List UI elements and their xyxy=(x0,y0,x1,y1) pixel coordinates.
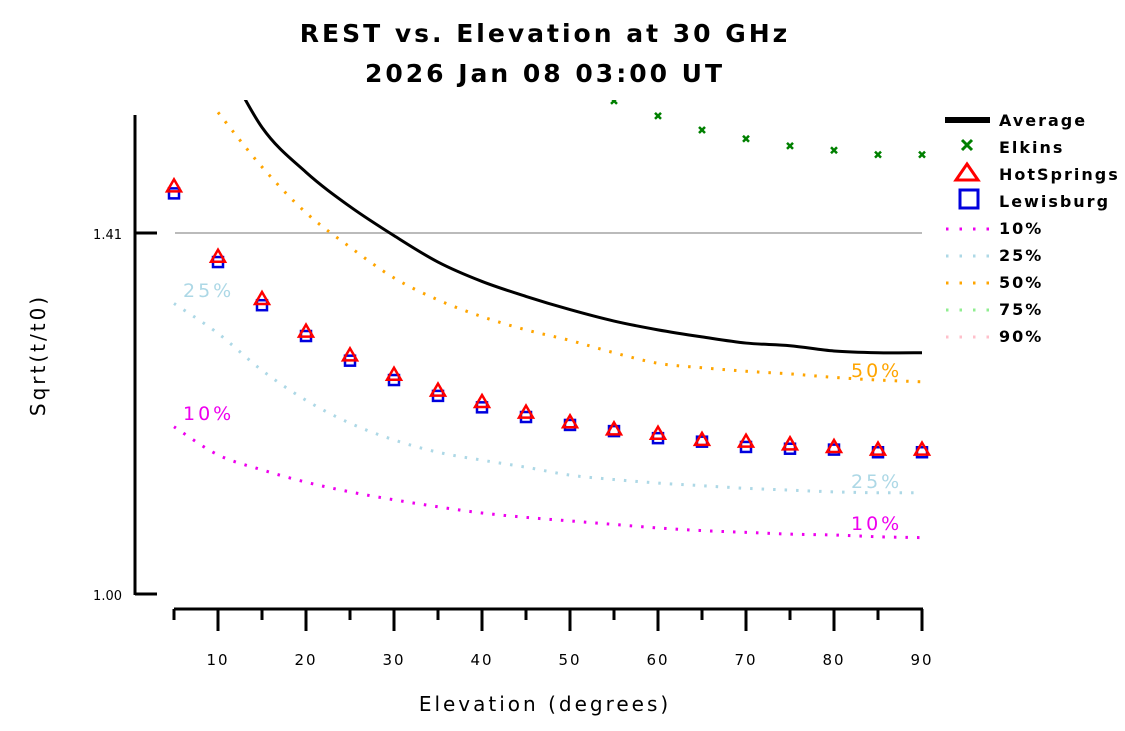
y-tick-label: 1.41 xyxy=(93,228,122,243)
data-point-elkins xyxy=(918,150,926,159)
data-point-hotsprings xyxy=(692,430,712,447)
data-point-hotsprings xyxy=(604,419,624,436)
series-line-10pct xyxy=(173,425,923,540)
data-point-hotsprings xyxy=(560,412,580,429)
x-axis-label: Elevation (degrees) xyxy=(419,692,671,716)
series-line-25pct xyxy=(173,302,923,495)
legend-label-average: Average xyxy=(999,111,1087,130)
legend-label-10pct: 10% xyxy=(999,219,1043,238)
chart-subtitle: 2026 Jan 08 03:00 UT xyxy=(365,59,725,88)
data-point-elkins xyxy=(698,126,706,134)
data-point-hotsprings xyxy=(516,403,536,419)
data-point-hotsprings xyxy=(252,289,272,306)
legend-swatch-hotsprings xyxy=(953,161,981,182)
data-point-hotsprings xyxy=(472,392,492,409)
legend-swatch-lewisburg xyxy=(958,188,980,210)
legend-swatch-elkins xyxy=(960,138,974,152)
series-line-average xyxy=(243,100,923,355)
legend-label-75pct: 75% xyxy=(999,300,1043,319)
data-point-elkins xyxy=(874,150,882,159)
legend-label-elkins: Elkins xyxy=(999,138,1064,157)
x-tick-label: 30 xyxy=(382,651,405,669)
legend-label-90pct: 90% xyxy=(999,327,1043,346)
data-point-hotsprings xyxy=(340,345,360,362)
data-point-hotsprings xyxy=(824,437,844,454)
data-point-hotsprings xyxy=(164,176,184,193)
y-tick-label: 1.00 xyxy=(93,589,122,604)
data-point-hotsprings xyxy=(736,432,756,448)
data-point-elkins xyxy=(830,146,838,155)
y-axis-label: Sqrt(t/t0) xyxy=(26,294,50,416)
x-tick-label: 70 xyxy=(734,651,757,669)
x-tick-label: 20 xyxy=(294,651,317,669)
x-tick-label: 80 xyxy=(822,651,845,669)
x-tick-label: 90 xyxy=(910,651,933,669)
data-point-elkins xyxy=(786,141,794,150)
data-point-hotsprings xyxy=(912,440,932,456)
legend: Average Elkins HotSprings Lewisburg 10% 25% 50… xyxy=(945,111,1120,346)
data-point-hotsprings xyxy=(648,424,668,440)
legend-label-50pct: 50% xyxy=(999,273,1043,292)
data-point-hotsprings xyxy=(868,440,888,456)
data-point-hotsprings xyxy=(296,322,316,338)
legend-label-lewisburg: Lewisburg xyxy=(999,192,1110,211)
curve-label-10: 10% xyxy=(851,513,902,535)
data-point-hotsprings xyxy=(428,381,448,397)
data-point-hotsprings xyxy=(208,247,228,264)
curve-label-10-left: 10% xyxy=(183,403,234,425)
series-line-50pct xyxy=(216,111,923,384)
data-point-hotsprings xyxy=(780,434,800,451)
chart-title: REST vs. Elevation at 30 GHz xyxy=(300,19,790,48)
data-point-lewisburg xyxy=(167,187,181,200)
x-tick-label: 40 xyxy=(470,651,493,669)
x-tick-label: 50 xyxy=(558,651,581,669)
data-point-elkins xyxy=(654,112,662,120)
legend-label-hotsprings: HotSprings xyxy=(999,165,1120,184)
x-tick-label: 60 xyxy=(646,651,669,669)
legend-label-25pct: 25% xyxy=(999,246,1043,265)
curve-label-50: 50% xyxy=(851,360,902,382)
curve-label-25-left: 25% xyxy=(183,280,234,302)
data-point-elkins xyxy=(742,134,750,143)
data-point-hotsprings xyxy=(384,365,404,382)
data-point-elkins xyxy=(610,100,618,105)
x-tick-label: 10 xyxy=(206,651,229,669)
curve-label-25: 25% xyxy=(851,471,902,493)
